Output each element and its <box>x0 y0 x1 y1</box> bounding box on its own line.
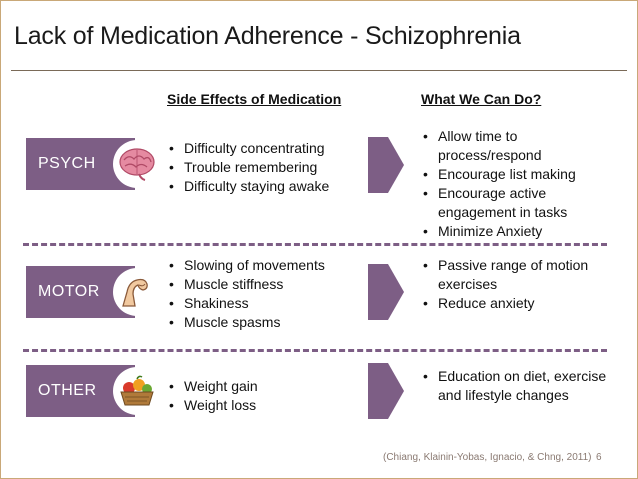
list-item: Shakiness <box>167 294 325 313</box>
list-item: Education on diet, exercise and lifestyl… <box>421 367 611 405</box>
psych-side-effects-list: Difficulty concentrating Trouble remembe… <box>167 139 329 196</box>
row-divider <box>23 349 607 352</box>
category-label: OTHER <box>38 382 97 399</box>
list-item: Muscle spasms <box>167 313 325 332</box>
row-divider <box>23 243 607 246</box>
list-item: Trouble remembering <box>167 158 329 177</box>
other-side-effects-list: Weight gain Weight loss <box>167 377 258 415</box>
chevron-arrow-icon <box>368 363 404 419</box>
list-item: Encourage active engagement in tasks <box>421 184 581 222</box>
chevron-arrow-icon <box>368 264 404 320</box>
category-psych: PSYCH <box>26 138 161 190</box>
category-motor: MOTOR <box>26 266 161 318</box>
category-label: MOTOR <box>38 283 100 300</box>
list-item: Allow time to process/respond <box>421 127 581 165</box>
side-effects-header: Side Effects of Medication <box>167 91 342 107</box>
motor-actions-list: Passive range of motion exercises Reduce… <box>421 256 601 313</box>
category-label: PSYCH <box>38 155 96 172</box>
category-other: OTHER <box>26 365 161 417</box>
list-item: Minimize Anxiety <box>421 222 581 241</box>
list-item: Passive range of motion exercises <box>421 256 601 294</box>
citation: (Chiang, Klainin-Yobas, Ignacio, & Chng,… <box>383 452 592 463</box>
chevron-arrow-icon <box>368 137 404 193</box>
list-item: Weight loss <box>167 396 258 415</box>
list-item: Slowing of movements <box>167 256 325 275</box>
slide-title: Lack of Medication Adherence - Schizophr… <box>14 22 521 50</box>
list-item: Encourage list making <box>421 165 581 184</box>
motor-side-effects-list: Slowing of movements Muscle stiffness Sh… <box>167 256 325 332</box>
title-divider <box>11 70 627 71</box>
brain-icon <box>113 140 161 188</box>
list-item: Difficulty staying awake <box>167 177 329 196</box>
psych-actions-list: Allow time to process/respond Encourage … <box>421 127 581 241</box>
food-basket-icon <box>113 367 161 415</box>
list-item: Reduce anxiety <box>421 294 601 313</box>
list-item: Muscle stiffness <box>167 275 325 294</box>
list-item: Difficulty concentrating <box>167 139 329 158</box>
what-we-can-do-header: What We Can Do? <box>421 91 542 107</box>
other-actions-list: Education on diet, exercise and lifestyl… <box>421 367 611 405</box>
page-number: 6 <box>596 452 602 463</box>
flexed-arm-icon <box>113 268 161 316</box>
list-item: Weight gain <box>167 377 258 396</box>
